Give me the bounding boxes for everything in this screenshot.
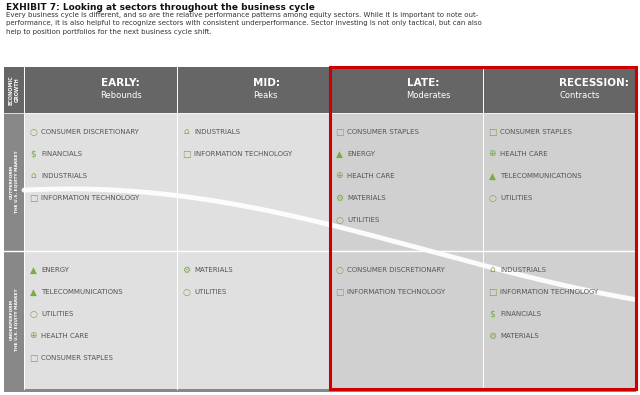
Text: ○: ○	[488, 194, 496, 203]
Text: □: □	[335, 128, 343, 137]
Text: MATERIALS: MATERIALS	[500, 333, 539, 339]
Text: UTILITIES: UTILITIES	[347, 217, 380, 223]
Text: TELECOMMUNICATIONS: TELECOMMUNICATIONS	[500, 173, 582, 179]
Text: HEALTH CARE: HEALTH CARE	[347, 173, 395, 179]
Text: UTILITIES: UTILITIES	[194, 289, 227, 295]
Text: ▲: ▲	[29, 265, 36, 275]
Text: □: □	[29, 194, 37, 203]
Bar	[330, 113, 483, 389]
Bar	[177, 113, 330, 389]
Text: ▲: ▲	[335, 149, 342, 158]
Text: CONSUMER STAPLES: CONSUMER STAPLES	[41, 355, 113, 361]
Text: UNDERPERFORM
THE U.S. EQUITY MARKET: UNDERPERFORM THE U.S. EQUITY MARKET	[10, 289, 19, 351]
Text: □: □	[335, 288, 343, 297]
Text: ⊕: ⊕	[335, 171, 343, 181]
Text: INFORMATION TECHNOLOGY: INFORMATION TECHNOLOGY	[500, 289, 598, 295]
Bar	[483, 67, 636, 113]
Bar	[330, 67, 483, 113]
Text: performance, it is also helpful to recognize sectors with consistent underperfor: performance, it is also helpful to recog…	[6, 21, 482, 26]
Text: ⊕: ⊕	[29, 331, 36, 340]
Text: ▲: ▲	[29, 288, 36, 297]
Text: ○: ○	[182, 288, 190, 297]
Text: FINANCIALS: FINANCIALS	[41, 151, 82, 157]
Text: HEALTH CARE: HEALTH CARE	[41, 333, 88, 339]
Text: ⌂: ⌂	[489, 265, 495, 275]
Text: HEALTH CARE: HEALTH CARE	[500, 151, 548, 157]
Text: □: □	[488, 288, 496, 297]
Text: MID:: MID:	[253, 78, 280, 88]
Text: TELECOMMUNICATIONS: TELECOMMUNICATIONS	[41, 289, 123, 295]
Bar	[483, 113, 636, 389]
Text: Moderates: Moderates	[406, 90, 451, 100]
Text: INDUSTRIALS: INDUSTRIALS	[41, 173, 87, 179]
Text: EXHIBIT 7: Looking at sectors throughout the business cycle: EXHIBIT 7: Looking at sectors throughout…	[6, 3, 315, 12]
Text: INDUSTRIALS: INDUSTRIALS	[500, 267, 546, 273]
Text: $: $	[489, 310, 495, 318]
Text: ○: ○	[29, 310, 37, 318]
Bar	[330, 67, 636, 389]
Text: Every business cycle is different, and so are the relative performance patterns : Every business cycle is different, and s…	[6, 12, 478, 18]
Text: CONSUMER STAPLES: CONSUMER STAPLES	[347, 129, 419, 135]
Text: ⊕: ⊕	[488, 149, 496, 158]
Text: INFORMATION TECHNOLOGY: INFORMATION TECHNOLOGY	[194, 151, 292, 157]
Text: ECONOMIC
GROWTH: ECONOMIC GROWTH	[8, 75, 19, 105]
Text: EARLY:: EARLY:	[100, 78, 140, 88]
Text: CONSUMER DISCRETIONARY: CONSUMER DISCRETIONARY	[41, 129, 139, 135]
Bar	[24, 67, 177, 113]
Text: Contracts: Contracts	[559, 90, 600, 100]
Text: Rebounds: Rebounds	[100, 90, 142, 100]
Text: CONSUMER DISCRETIONARY: CONSUMER DISCRETIONARY	[347, 267, 445, 273]
Text: UTILITIES: UTILITIES	[500, 195, 532, 201]
Text: INDUSTRIALS: INDUSTRIALS	[194, 129, 240, 135]
Bar	[4, 67, 24, 113]
Text: UTILITIES: UTILITIES	[41, 311, 73, 317]
Text: ⚙: ⚙	[488, 331, 496, 340]
Text: RECESSION:: RECESSION:	[559, 78, 629, 88]
Text: Peaks: Peaks	[253, 90, 278, 100]
Text: ▲: ▲	[488, 171, 495, 181]
Text: INFORMATION TECHNOLOGY: INFORMATION TECHNOLOGY	[41, 195, 140, 201]
Text: INFORMATION TECHNOLOGY: INFORMATION TECHNOLOGY	[347, 289, 445, 295]
Text: $: $	[30, 149, 36, 158]
Text: □: □	[29, 354, 37, 363]
Bar	[24, 113, 177, 389]
Text: MATERIALS: MATERIALS	[194, 267, 232, 273]
Text: ○: ○	[335, 216, 343, 224]
Bar	[4, 251, 24, 389]
Bar	[4, 389, 636, 392]
Text: ENERGY: ENERGY	[41, 267, 69, 273]
Text: □: □	[182, 149, 190, 158]
Text: ⚙: ⚙	[182, 265, 190, 275]
Bar	[177, 67, 330, 113]
Text: □: □	[488, 128, 496, 137]
Text: CONSUMER STAPLES: CONSUMER STAPLES	[500, 129, 572, 135]
Bar	[4, 113, 24, 251]
Text: ○: ○	[335, 265, 343, 275]
Text: ○: ○	[29, 128, 37, 137]
Text: ⌂: ⌂	[183, 128, 189, 137]
Text: ⌂: ⌂	[30, 171, 36, 181]
Text: OUTPERFORM
THE U.S. EQUITY MARKET: OUTPERFORM THE U.S. EQUITY MARKET	[10, 150, 19, 213]
Text: FINANCIALS: FINANCIALS	[500, 311, 541, 317]
Text: ⚙: ⚙	[335, 194, 343, 203]
Text: help to position portfolios for the next business cycle shift.: help to position portfolios for the next…	[6, 29, 212, 35]
Text: ENERGY: ENERGY	[347, 151, 375, 157]
Text: MATERIALS: MATERIALS	[347, 195, 386, 201]
Text: LATE:: LATE:	[406, 78, 439, 88]
